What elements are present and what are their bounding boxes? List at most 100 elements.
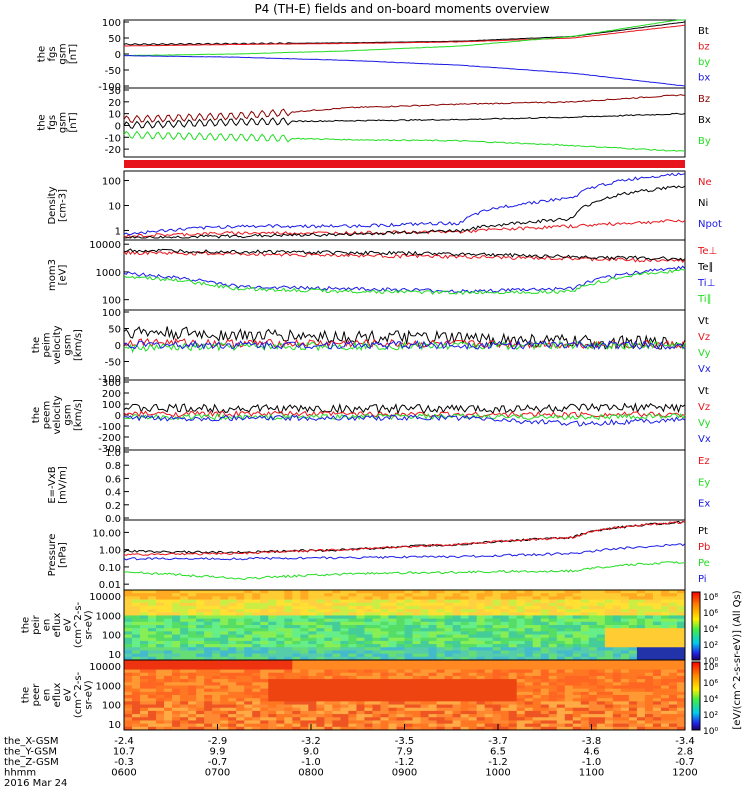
y-axis-label: velocity xyxy=(52,395,63,434)
series-line-Vx xyxy=(123,339,686,351)
panel-p3: Density [cm-3] 100 10 1 Ne Ni Npot xyxy=(47,170,722,241)
y-axis-label: [cm-3] xyxy=(57,189,68,222)
legend-by: by xyxy=(698,57,710,68)
series-line-Pi xyxy=(123,543,686,561)
legend-Pt: Pt xyxy=(698,526,708,537)
panel-p1: the fgs gsm [nT] 100 50 0 -50 -100 Bt bz by bx xyxy=(36,18,710,93)
y-tick-label: 0 xyxy=(115,50,121,61)
y-tick-label: -10 xyxy=(105,133,121,144)
legend-Ey: Ey xyxy=(698,477,710,488)
x-row-name: the_Z-GSM xyxy=(4,757,59,768)
y-axis-label: eV xyxy=(63,618,74,631)
panel-p5: the peim velocity gsm [km/s] 100 50 0 -50 -100 Vt V… xyxy=(31,308,711,385)
y-axis-label: Density xyxy=(47,186,58,224)
y-axis-label: [nT] xyxy=(68,44,79,64)
series-line-Vx xyxy=(123,414,686,427)
colorbar-tick-label: 10⁶ xyxy=(703,679,718,689)
x-row-value: -2.4 xyxy=(114,736,134,747)
y-tick-label: 100 xyxy=(102,400,121,411)
x-row-value: 1100 xyxy=(579,768,604,779)
legend-Ez: Ez xyxy=(698,456,710,467)
y-axis-label: eflux xyxy=(52,613,63,638)
series-line-Ni xyxy=(123,185,686,239)
y-tick-label: 0.2 xyxy=(105,501,121,512)
y-axis-label: peir xyxy=(31,614,42,634)
y-axis-label: the xyxy=(31,407,42,423)
y-tick-label: -50 xyxy=(105,358,121,369)
panel-p8: Pressure [nPa] 10.00 1.00 0.10 0.01 Pt Pb Pe Pi xyxy=(47,519,710,591)
series-line-Te⊥ xyxy=(123,250,686,264)
y-tick-label: -50 xyxy=(105,66,121,77)
series-line-Pb xyxy=(123,520,686,556)
x-row-value: -0.3 xyxy=(114,757,134,768)
x-row-name: hhmm xyxy=(4,768,36,779)
panel-frame xyxy=(123,87,686,158)
y-axis-label: Pressure xyxy=(47,534,58,577)
legend-Ne: Ne xyxy=(698,177,712,188)
y-tick-label: 10.00 xyxy=(92,528,121,539)
series-line-Vz xyxy=(123,410,686,418)
legend-Vy: Vy xyxy=(698,348,711,359)
colorbar-tick-label: 10⁸ xyxy=(703,593,718,603)
x-row-value: -0.7 xyxy=(208,757,228,768)
legend-Bt: Bt xyxy=(698,26,709,37)
panel-s1: the peir en eflux eV (cm^2-s-sr-eV) 10000 1000 1… xyxy=(21,589,686,661)
x-row-value: -3.2 xyxy=(301,736,321,747)
legend-By: By xyxy=(698,136,711,147)
y-tick-label: 100 xyxy=(102,308,121,319)
y-axis-label: fgs xyxy=(47,46,58,61)
y-tick-label: 10000 xyxy=(89,662,121,673)
legend-Vx: Vx xyxy=(698,434,711,445)
panel-p7: E=-VxB [mV/m] 1.0 0.8 0.6 0.4 0.2 0.0 Ez Ey Ex xyxy=(47,448,711,525)
x-row-value: -1.0 xyxy=(582,757,602,768)
y-tick-label: -100 xyxy=(98,374,121,385)
y-tick-label: 100 xyxy=(102,177,121,188)
x-row-value: 10.7 xyxy=(113,747,135,758)
x-row-value: -1.2 xyxy=(488,757,508,768)
x-row-value: 1200 xyxy=(672,768,697,779)
series-line-Ne xyxy=(123,219,686,238)
y-axis-label: (cm^2-s- xyxy=(73,671,84,718)
x-row-value: -2.9 xyxy=(208,736,228,747)
legend-Ti⊥: Ti⊥ xyxy=(697,278,715,289)
y-axis-label: gsm xyxy=(63,334,74,355)
y-axis-label: the xyxy=(21,687,32,703)
y-axis-label: sr-eV) xyxy=(84,680,95,709)
legend-Te∥: Te∥ xyxy=(697,262,714,273)
y-axis-label: [eV] xyxy=(57,265,68,286)
colorbar-top xyxy=(691,591,701,661)
series-line-Npot xyxy=(123,172,686,236)
x-row-value: 9.9 xyxy=(210,747,226,758)
legend-Bz: Bz xyxy=(698,94,710,105)
y-axis-label: gsm xyxy=(63,404,74,425)
y-axis-label: peem xyxy=(42,401,53,429)
y-tick-label: 1000 xyxy=(96,681,121,692)
y-tick-label: 10 xyxy=(108,650,121,661)
y-tick-label: 10000 xyxy=(89,240,121,251)
colorbar-tick-label: 10⁶ xyxy=(703,609,718,619)
y-tick-label: 100 xyxy=(102,631,121,642)
legend-Vt: Vt xyxy=(698,316,709,327)
y-axis-label: en xyxy=(42,619,53,632)
y-tick-label: 0.0 xyxy=(105,514,121,525)
panel-p6: the peem velocity gsm [km/s] 3002001000-100-2… xyxy=(31,378,711,455)
y-axis-label: (cm^2-s- xyxy=(73,601,84,648)
series-line-Pe xyxy=(123,561,686,581)
y-tick-label: 10 xyxy=(108,720,121,731)
colorbar-tick-label: 10² xyxy=(703,711,718,721)
y-axis-label: peim xyxy=(42,332,53,357)
x-row-value: 1000 xyxy=(485,768,510,779)
y-tick-label: -100 xyxy=(98,422,121,433)
legend-Vt: Vt xyxy=(698,386,709,397)
y-tick-label: 1.0 xyxy=(105,448,121,459)
separator-band xyxy=(124,160,685,168)
series-line-Bz xyxy=(123,94,685,123)
y-axis-label: [nPa] xyxy=(57,542,68,568)
y-tick-label: 1000 xyxy=(96,611,121,622)
legend-Ti∥: Ti∥ xyxy=(697,294,712,305)
colorbar-tick-label: 10⁴ xyxy=(703,625,718,635)
series-line-Pt xyxy=(123,520,686,554)
legend-Te⊥: Te⊥ xyxy=(697,246,717,257)
y-axis-label: velocity xyxy=(52,325,63,364)
